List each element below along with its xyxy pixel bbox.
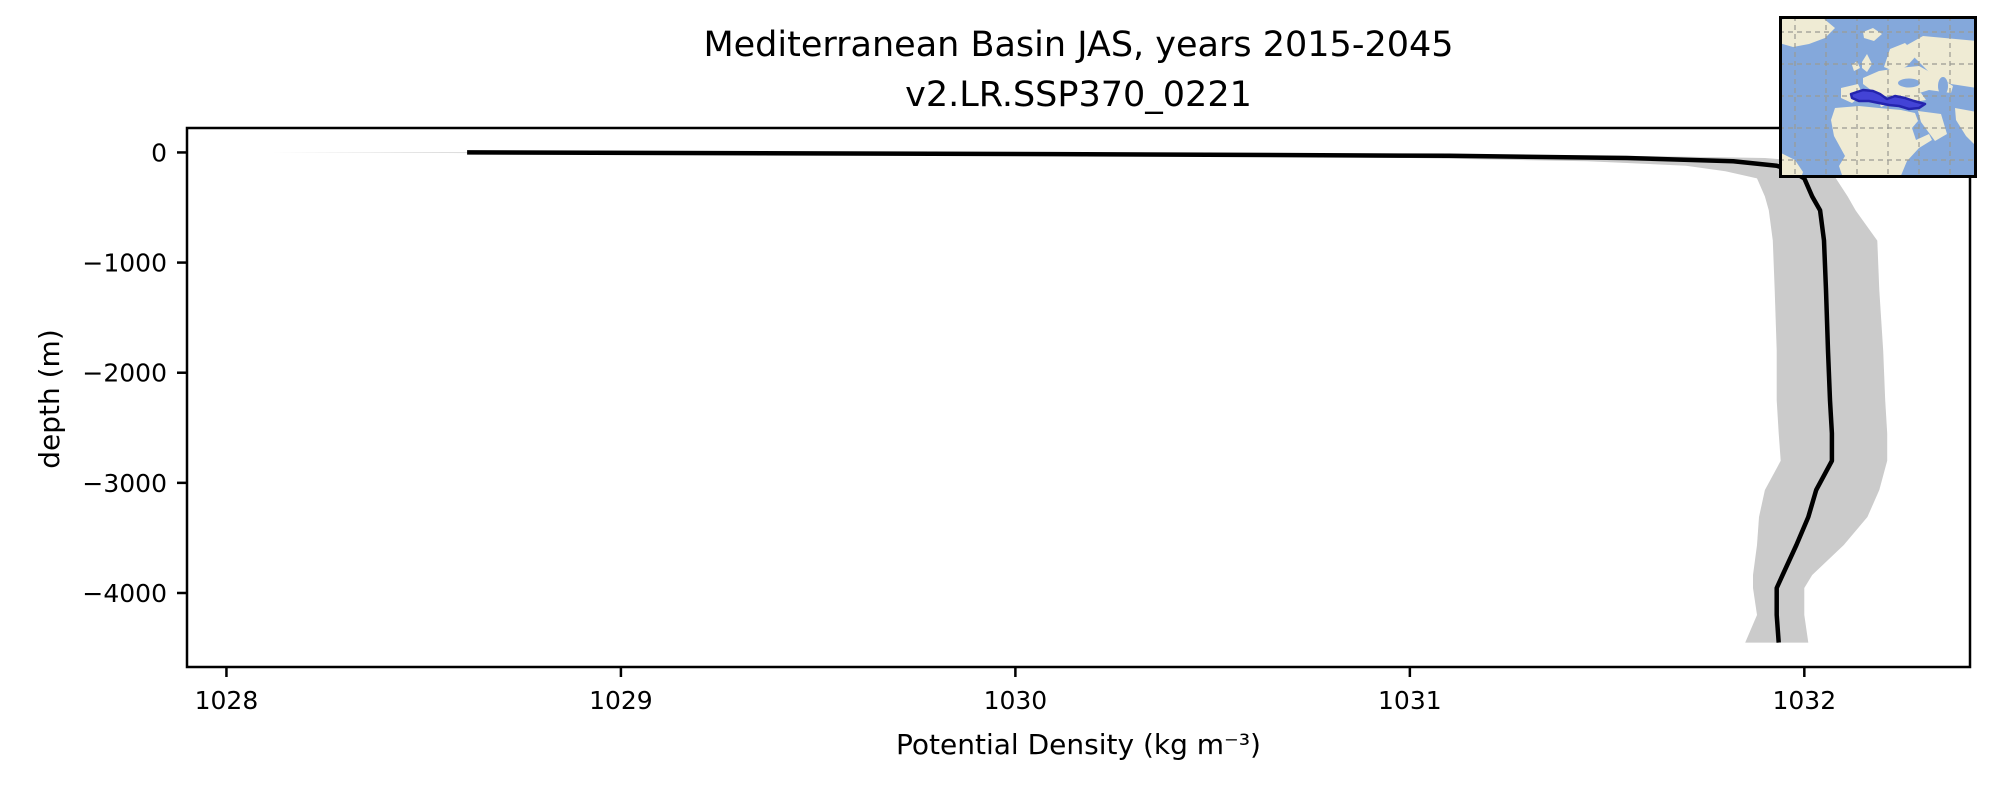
map-land-britain: [1862, 54, 1872, 72]
x-tick-label: 1028: [195, 686, 259, 715]
y-tick-label: −3000: [82, 469, 167, 498]
map-land-south-america: [1779, 152, 1803, 178]
x-axis-label: Potential Density (kg m⁻³): [896, 728, 1261, 761]
x-tick-label: 1030: [984, 686, 1048, 715]
chart-title-line1: Mediterranean Basin JAS, years 2015-2045: [703, 25, 1454, 65]
y-tick-label: −1000: [82, 249, 167, 278]
uncertainty-band: [269, 152, 1888, 643]
y-tick-label: 0: [151, 138, 167, 167]
map-land-arabia: [1918, 111, 1947, 141]
x-tick-label: 1029: [589, 686, 653, 715]
plot-border: [185, 126, 1972, 669]
y-tick-label: −4000: [82, 579, 167, 608]
y-tick-label: −2000: [82, 359, 167, 388]
mean-profile-line: [467, 150, 1835, 643]
map-land-asia-south: [1955, 108, 1977, 147]
map-land-eurasia: [1907, 36, 1977, 88]
y-axis-label: depth (m): [33, 329, 66, 469]
x-tick-label: 1032: [1773, 686, 1837, 715]
map-land-scandinavia: [1884, 43, 1917, 72]
map-land-iceland: [1863, 28, 1882, 41]
map-border: [1779, 16, 1977, 178]
map-black-sea: [1898, 78, 1920, 88]
chart-title: Mediterranean Basin JAS, years 2015-2045…: [187, 20, 1970, 120]
inset-map: [1779, 16, 1977, 178]
chart-title-line2: v2.LR.SSP370_0221: [905, 75, 1252, 115]
mediterranean-highlight: [1849, 88, 1927, 111]
map-caspian-sea: [1938, 77, 1948, 95]
x-tick-label: 1031: [1378, 686, 1442, 715]
